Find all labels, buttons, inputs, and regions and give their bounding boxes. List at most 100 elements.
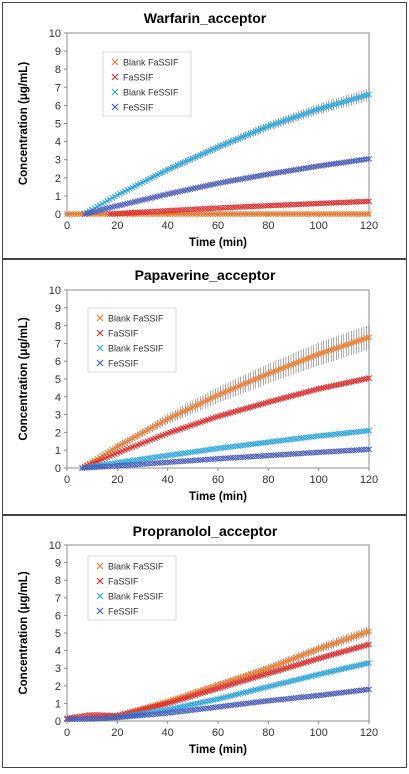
series-1 [79,375,372,471]
data-point [139,209,146,216]
data-point [174,207,181,214]
data-point [260,202,267,209]
legend-marker [111,88,119,96]
data-point [81,464,88,471]
data-point [194,206,201,213]
y-tick-label: 9 [55,303,61,315]
data-point [154,208,161,215]
data-point [79,716,86,722]
legend-label: FaSSIF [108,577,139,587]
data-point [144,208,151,215]
data-point [207,211,214,217]
data-point [149,460,156,467]
data-point [182,211,189,217]
data-point [225,211,232,217]
data-point [182,458,189,465]
data-point [308,200,315,207]
data-point [338,211,345,217]
data-point [298,201,305,208]
data-point [215,205,221,211]
data-point [320,200,327,207]
data-point [204,205,211,212]
data-point [124,210,131,216]
x-tick-label: 40 [162,727,174,739]
x-tick-label: 120 [360,220,378,232]
data-point [293,201,299,208]
data-point [348,211,355,217]
data-point [257,203,264,209]
series-1 [106,198,372,217]
data-point [240,203,247,210]
x-tick-label: 20 [111,220,123,232]
data-point [325,448,332,455]
data-point [114,714,121,721]
data-point [366,628,372,635]
data-point [76,211,83,217]
legend: Blank FaSSIF FaSSIF Blank FeSSIF FeSSIF [87,555,177,621]
data-point [333,199,340,206]
data-point [177,207,184,214]
data-point [137,712,143,719]
data-point [187,206,194,213]
data-point [350,447,357,454]
data-point [64,211,70,217]
data-point [152,460,159,467]
data-point [99,211,106,217]
y-axis-label: Concentration (μg/mL) [18,571,30,694]
data-point [328,448,335,455]
data-point [225,204,232,211]
data-point [109,463,116,470]
data-point [290,201,297,208]
legend-label: Blank FeSSIF [108,592,164,602]
data-point [184,457,191,464]
data-point [361,198,367,205]
data-point [323,211,330,217]
data-point [202,211,209,217]
data-point [282,201,289,208]
data-point [290,211,297,217]
data-point [124,462,131,469]
data-point [355,198,362,205]
data-point [320,211,327,217]
data-point [272,211,279,217]
data-point [275,211,282,217]
data-point [272,452,279,459]
data-point [89,464,96,471]
data-point [260,211,267,217]
data-point [353,447,360,454]
data-point [310,200,317,207]
x-tick-label: 0 [64,727,70,739]
legend-label: Blank FeSSIF [108,344,164,354]
series-0 [79,324,372,471]
legend-label: FeSSIF [123,103,154,113]
data-point [366,334,372,341]
data-point [94,715,101,722]
data-point [159,710,166,717]
data-point [217,455,224,462]
data-point [305,450,312,456]
legend-marker [96,359,104,367]
data-point [308,449,315,456]
y-tick-label: 5 [55,119,61,131]
data-point [282,211,289,217]
data-point [164,459,171,466]
data-point [358,446,365,453]
data-point [126,209,133,216]
data-point [210,456,216,463]
data-point [366,686,372,693]
data-point [303,211,310,217]
data-point [192,457,199,464]
data-point [343,211,350,217]
data-point [121,210,128,217]
data-point [144,711,151,718]
data-point [363,198,370,205]
data-point [212,211,219,217]
x-axis-label: Time (min) [189,744,247,756]
data-point [69,211,75,217]
data-point [235,454,242,461]
data-point [242,203,249,210]
data-point [232,454,239,461]
data-point [345,211,352,217]
data-point [240,454,247,461]
